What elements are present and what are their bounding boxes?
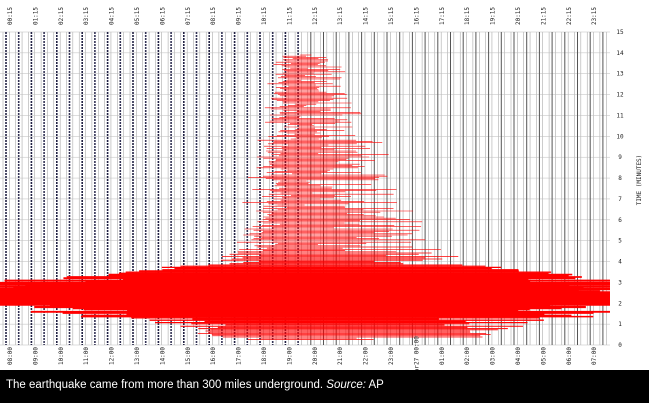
source: AP	[368, 379, 384, 391]
top-label: 08:15	[210, 7, 217, 25]
bottom-label: 17:00	[236, 347, 243, 365]
axis-tick: 3	[618, 279, 622, 286]
axis-tick: 11	[616, 112, 624, 119]
axis-tick: 15	[616, 29, 624, 36]
axis-tick: 8	[618, 175, 622, 182]
bottom-label: 11:00	[83, 347, 90, 365]
top-label: 12:15	[312, 7, 319, 25]
bottom-label: 01:00	[439, 347, 446, 365]
source-label: Source:	[326, 379, 366, 391]
bottom-label: 12:00	[109, 347, 116, 365]
axis-tick: 12	[616, 92, 624, 99]
caption: The earthquake came from more than 300 m…	[0, 370, 649, 403]
top-label: 23:15	[591, 7, 598, 25]
axis-title: TIME (MINUTES)	[636, 155, 643, 206]
top-label: 10:15	[261, 7, 268, 25]
top-label: 20:15	[515, 7, 522, 25]
axis-tick: 5	[618, 238, 622, 245]
bottom-label: 15:00	[185, 347, 192, 365]
bottom-label: 03:00	[490, 347, 497, 365]
bottom-label: 06:00	[566, 347, 573, 365]
top-label: 13:15	[337, 7, 344, 25]
axis-tick: 7	[618, 196, 622, 203]
top-label: 02:15	[58, 7, 65, 25]
bottom-label: 19:00	[286, 347, 293, 365]
top-label: 11:15	[286, 7, 293, 25]
bottom-label: 02:00	[464, 347, 471, 365]
top-label: 19:15	[490, 7, 497, 25]
caption-text: The earthquake came from more than 300 m…	[6, 379, 324, 391]
top-label: 21:15	[540, 7, 547, 25]
bottom-label: 21:00	[337, 347, 344, 365]
top-label: 07:15	[185, 7, 192, 25]
bottom-label: 10:00	[58, 347, 65, 365]
top-label: 06:15	[159, 7, 166, 25]
axis-tick: 13	[616, 71, 624, 78]
bottom-label: 04:00	[515, 347, 522, 365]
seismogram: TIME (MINUTES) 012345678910111213141500:…	[0, 7, 643, 376]
axis-tick: 9	[618, 154, 622, 161]
top-label: 01:15	[32, 7, 39, 25]
top-label: 09:15	[236, 7, 243, 25]
top-label: 17:15	[439, 7, 446, 25]
axis-tick: 0	[618, 342, 622, 349]
bottom-label: 23:00	[388, 347, 395, 365]
axis-tick: 4	[618, 259, 622, 266]
top-label: 00:15	[7, 7, 14, 25]
bottom-label: 22:00	[363, 347, 370, 365]
bottom-label: 05:00	[540, 347, 547, 365]
top-label: 15:15	[388, 7, 395, 25]
axis-tick: 14	[616, 50, 624, 57]
axis-tick: 6	[618, 217, 622, 224]
bottom-label: 16:00	[210, 347, 217, 365]
top-label: 04:15	[109, 7, 116, 25]
bottom-label: 14:00	[159, 347, 166, 365]
bottom-label: Mar27 00:00	[413, 336, 420, 370]
top-label: 16:15	[413, 7, 420, 25]
bottom-label: 13:00	[134, 347, 141, 365]
axis-tick: 2	[618, 300, 622, 307]
bottom-label: 18:00	[261, 347, 268, 365]
top-label: 22:15	[566, 7, 573, 25]
bottom-label: 09:00	[32, 347, 39, 365]
axis-tick: 10	[616, 133, 624, 140]
top-label: 05:15	[134, 7, 141, 25]
top-label: 14:15	[363, 7, 370, 25]
bottom-label: 20:00	[312, 347, 319, 365]
top-label: 03:15	[83, 7, 90, 25]
top-label: 18:15	[464, 7, 471, 25]
bottom-label: 07:00	[591, 347, 598, 365]
bottom-label: 08:00	[7, 347, 14, 365]
axis-tick: 1	[618, 321, 622, 328]
